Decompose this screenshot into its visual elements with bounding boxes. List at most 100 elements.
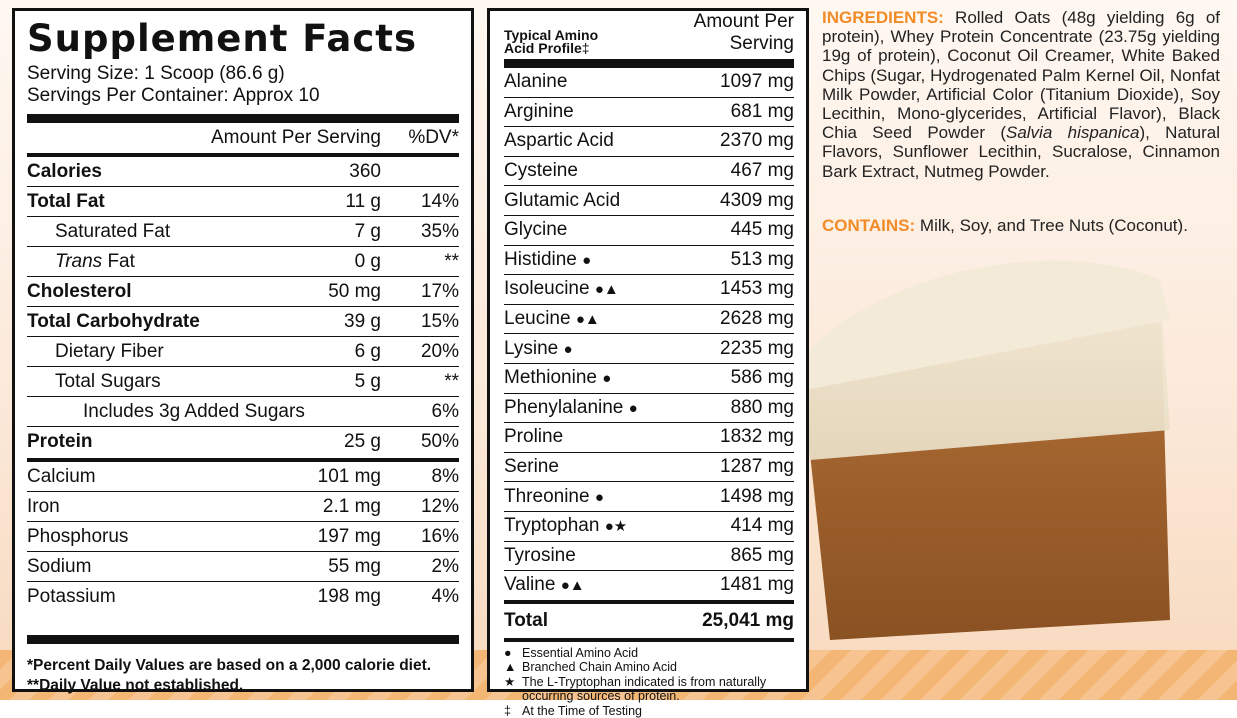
amino-name: Histidine ● <box>504 248 592 270</box>
amino-row: Lysine ● 2235 mg <box>504 334 794 364</box>
amino-name: Alanine <box>504 71 568 93</box>
amino-value: 1832 mg <box>720 426 794 448</box>
nutrient-row: Trans Fat 0 g ** <box>27 246 459 276</box>
amino-row: Aspartic Acid 2370 mg <box>504 127 794 157</box>
nutrient-row: Protein 25 g 50% <box>27 426 459 456</box>
nutrient-name: Total Sugars <box>55 370 161 392</box>
amino-total-label: Total <box>504 609 548 631</box>
mineral-amount: 55 mg <box>328 555 381 577</box>
table-header: Amount Per Serving %DV* <box>27 123 459 153</box>
panel-title: Supplement Facts <box>27 17 418 60</box>
amino-label: Typical Amino Acid Profile‡ <box>504 27 599 56</box>
mineral-dv: 2% <box>431 555 459 577</box>
amino-value: 445 mg <box>730 219 794 241</box>
mineral-dv: 8% <box>431 465 459 487</box>
nutrient-dv: 50% <box>420 430 459 452</box>
mineral-dv: 12% <box>420 495 459 517</box>
amino-name: Valine ●▲ <box>504 574 585 596</box>
amino-value: 681 mg <box>730 100 794 122</box>
legend-item: ● Essential Amino Acid <box>504 646 794 661</box>
amino-row: Histidine ● 513 mg <box>504 246 794 276</box>
mineral-amount: 2.1 mg <box>322 495 381 517</box>
nutrient-amount: 5 g <box>354 370 381 392</box>
nutrient-name: Dietary Fiber <box>55 340 164 362</box>
amino-total-row: Total 25,041 mg <box>504 604 794 638</box>
amino-row: Serine 1287 mg <box>504 453 794 483</box>
nutrient-row: Saturated Fat 7 g 35% <box>27 216 459 246</box>
nutrient-row: Cholesterol 50 mg 17% <box>27 276 459 306</box>
legend-item: ‡ At the Time of Testing <box>504 704 794 718</box>
legend-text: At the Time of Testing <box>522 703 642 718</box>
amino-row: Valine ●▲ 1481 mg <box>504 571 794 601</box>
serving-size: Serving Size: 1 Scoop (86.6 g) <box>27 63 285 84</box>
footnote-dv: *Percent Daily Values are based on a 2,0… <box>27 657 432 674</box>
ingredients-label: INGREDIENTS: <box>822 8 944 27</box>
nutrient-dv: 17% <box>420 280 459 302</box>
legend-item: ▲ Branched Chain Amino Acid <box>504 660 794 675</box>
amino-value: 586 mg <box>730 367 794 389</box>
nutrient-name: Saturated Fat <box>55 220 171 242</box>
nutrient-rows: Calories 360 Total Fat 11 g 14% Saturated Fat… <box>27 157 459 456</box>
amino-row: Tryptophan ●★ 414 mg <box>504 512 794 542</box>
amino-value: 2235 mg <box>720 337 794 359</box>
amino-row: Arginine 681 mg <box>504 98 794 128</box>
legend-text: The L-Tryptophan indicated is from natur… <box>522 674 767 704</box>
legend-text: Branched Chain Amino Acid <box>522 660 677 675</box>
amino-symbol: ●★ <box>604 518 628 536</box>
header-dv: %DV* <box>408 127 459 148</box>
contains-text: CONTAINS: Milk, Soy, and Tree Nuts (Coco… <box>822 216 1188 235</box>
nutrient-name: Includes 3g Added Sugars <box>83 400 305 422</box>
amino-name: Lysine ● <box>504 337 573 359</box>
nutrient-name: Total Fat <box>27 190 105 212</box>
amino-value: 1287 mg <box>720 456 794 478</box>
nutrient-amount: 25 g <box>344 430 381 452</box>
mineral-rows: Calcium 101 mg 8% Iron 2.1 mg 12% Phosphorus 19… <box>27 462 459 611</box>
amino-row: Methionine ● 586 mg <box>504 364 794 394</box>
servings-per-container: Servings Per Container: Approx 10 <box>27 85 320 106</box>
header-amount: Amount Per Serving <box>210 127 381 148</box>
amino-acid-panel: Typical Amino Acid Profile‡ Amount Per S… <box>487 8 809 718</box>
amino-name: Tyrosine <box>504 544 576 566</box>
nutrient-amount: 11 g <box>345 190 381 212</box>
mineral-name: Potassium <box>27 585 116 607</box>
legend-symbol: ▲ <box>504 660 517 675</box>
legend-symbol: ‡ <box>504 703 511 718</box>
nutrient-name: Protein <box>27 430 93 452</box>
amino-symbol: ● <box>563 340 573 358</box>
amino-symbol: ●▲ <box>560 577 585 595</box>
amino-symbol: ● <box>602 370 612 388</box>
amino-name: Phenylalanine ● <box>504 396 638 418</box>
nutrient-row: Calories 360 <box>27 157 459 186</box>
carrot-cake-image <box>800 260 1170 640</box>
mineral-dv: 16% <box>420 525 459 547</box>
nutrient-row: Total Sugars 5 g ** <box>27 366 459 396</box>
amino-value: 1453 mg <box>720 278 794 300</box>
amino-name: Isoleucine ●▲ <box>504 278 619 300</box>
nutrient-amount: 7 g <box>354 220 381 242</box>
amino-legend: ● Essential Amino Acid ▲ Branched Chain Ami… <box>504 646 794 718</box>
amino-total-value: 25,041 mg <box>702 609 794 631</box>
amino-value: 1097 mg <box>720 71 794 93</box>
mineral-row: Sodium 55 mg 2% <box>27 551 459 581</box>
amino-name: Glutamic Acid <box>504 189 621 211</box>
nutrient-dv: 20% <box>420 340 459 362</box>
amino-name: Serine <box>504 456 559 478</box>
amino-row: Glycine 445 mg <box>504 216 794 246</box>
amino-name: Glycine <box>504 219 568 241</box>
amino-symbol: ●▲ <box>575 311 600 329</box>
amino-value: 880 mg <box>730 396 794 418</box>
nutrient-row: Dietary Fiber 6 g 20% <box>27 336 459 366</box>
legend-symbol: ★ <box>504 674 516 689</box>
amino-name: Tryptophan ●★ <box>504 515 628 537</box>
mineral-name: Calcium <box>27 465 96 487</box>
amino-value: 467 mg <box>730 160 794 182</box>
nutrient-dv: ** <box>444 370 459 392</box>
mineral-row: Phosphorus 197 mg 16% <box>27 521 459 551</box>
nutrient-name: Trans Fat <box>55 250 135 272</box>
supplement-facts-panel: Supplement Facts Serving Size: 1 Scoop (… <box>12 8 474 694</box>
mineral-row: Potassium 198 mg 4% <box>27 581 459 611</box>
nutrient-dv: 35% <box>420 220 459 242</box>
amino-row: Threonine ● 1498 mg <box>504 482 794 512</box>
footnote-not-established: **Daily Value not established. <box>27 677 244 694</box>
legend-item: ★ The L-Tryptophan indicated is from natu… <box>504 675 794 704</box>
